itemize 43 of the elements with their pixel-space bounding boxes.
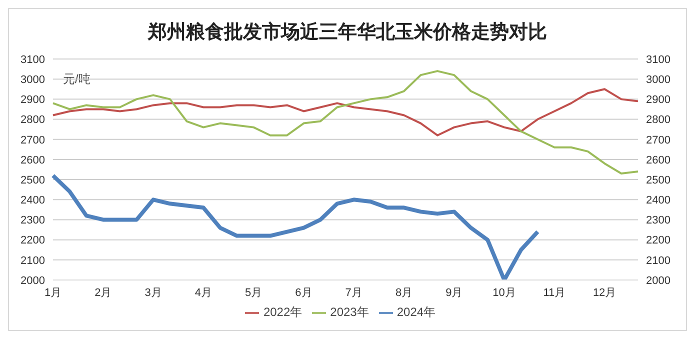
y2-tick-label: 2600 — [646, 154, 670, 166]
y-tick-label: 2600 — [20, 154, 45, 166]
line-series — [51, 174, 540, 280]
x-tick-label: 12月 — [592, 286, 616, 299]
y2-tick-label: 2800 — [646, 114, 670, 126]
x-tick-label: 11月 — [543, 286, 566, 299]
y2-tick-label: 2300 — [646, 214, 670, 227]
line-series — [52, 70, 639, 175]
x-tick-label: 8月 — [395, 286, 413, 299]
y-tick-label: 2900 — [20, 94, 45, 106]
y-tick-label: 3000 — [20, 74, 45, 86]
x-tick-label: 3月 — [144, 286, 162, 299]
y2-tick-label: 2000 — [646, 274, 670, 287]
y-tick-label: 2000 — [20, 274, 45, 287]
y-tick-label: 3100 — [20, 54, 45, 66]
x-tick-label: 9月 — [446, 286, 463, 299]
y2-tick-label: 2700 — [646, 134, 670, 146]
x-tick-label: 7月 — [345, 286, 362, 299]
legend-label: 2023年 — [330, 305, 369, 319]
x-tick-label: 2月 — [94, 286, 112, 299]
y-tick-label: 2100 — [20, 254, 45, 267]
y-tick-label: 2300 — [20, 214, 45, 227]
y-tick-label: 2200 — [20, 234, 45, 247]
y-tick-label: 2400 — [20, 194, 45, 207]
chart-title: 郑州粮食批发市场近三年华北玉米价格走势对比 — [146, 20, 548, 45]
y2-tick-label: 2200 — [646, 234, 670, 247]
y2-tick-label: 3000 — [646, 74, 670, 86]
y2-tick-label: 2900 — [646, 94, 670, 106]
legend-label: 2022年 — [263, 305, 302, 319]
line-series — [52, 88, 639, 136]
x-tick-label: 10月 — [492, 286, 516, 299]
y-tick-label: 2700 — [20, 134, 45, 146]
y-tick-label: 2500 — [20, 174, 45, 186]
x-tick-label: 1月 — [44, 286, 62, 299]
y2-tick-label: 2400 — [646, 194, 670, 207]
y-tick-label: 2800 — [20, 114, 45, 126]
x-tick-label: 4月 — [194, 286, 212, 299]
y2-tick-label: 2500 — [646, 174, 670, 186]
y2-tick-label: 3100 — [646, 54, 670, 66]
x-tick-label: 5月 — [245, 286, 262, 299]
y2-tick-label: 2100 — [646, 254, 670, 267]
x-tick-label: 6月 — [295, 286, 312, 299]
legend-label: 2024年 — [396, 305, 436, 319]
